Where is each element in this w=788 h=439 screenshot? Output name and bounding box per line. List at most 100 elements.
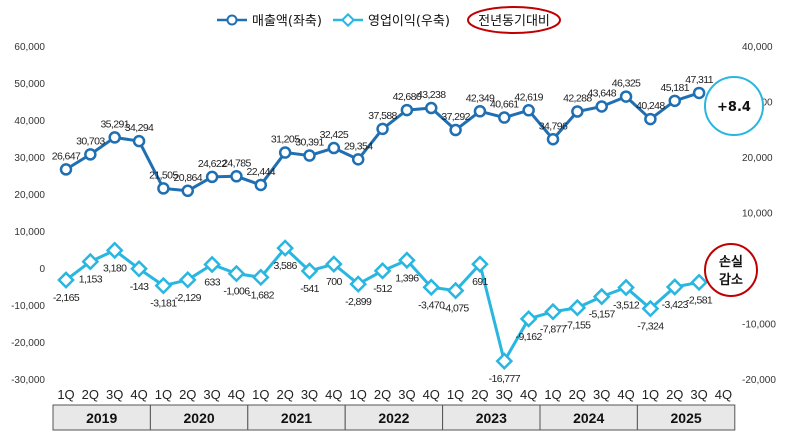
- legend-sales-marker: [226, 14, 238, 26]
- profit-point[interactable]: [568, 298, 587, 317]
- quarter-label: 3Q: [301, 387, 318, 402]
- profit-point[interactable]: [446, 281, 465, 300]
- right-axis-tick: 40,000: [742, 42, 773, 53]
- profit-point[interactable]: [300, 262, 319, 280]
- sales-point[interactable]: [132, 134, 146, 148]
- sales-point[interactable]: [619, 90, 633, 103]
- left-axis-tick: 0: [39, 264, 45, 275]
- profit-point[interactable]: [349, 275, 368, 293]
- legend-item-profit[interactable]: 영업이익(우축): [333, 12, 450, 29]
- sales-point[interactable]: [571, 105, 584, 118]
- sales-point[interactable]: [473, 105, 487, 118]
- profit-data-label: -1,682: [248, 289, 275, 301]
- profit-point[interactable]: [325, 255, 343, 273]
- profit-point[interactable]: [373, 262, 392, 280]
- sales-data-label: 37,292: [441, 111, 470, 123]
- year-label: 2021: [281, 410, 312, 426]
- sales-yoy-annotation: +8.4: [704, 76, 764, 136]
- profit-point[interactable]: [105, 241, 124, 260]
- quarter-label: 1Q: [642, 387, 659, 402]
- sales-point[interactable]: [84, 148, 97, 161]
- sales-point[interactable]: [205, 170, 219, 184]
- year-label: 2024: [573, 410, 604, 426]
- profit-point[interactable]: [227, 264, 246, 283]
- sales-point[interactable]: [376, 122, 389, 136]
- sales-data-label: 34,294: [125, 122, 154, 134]
- profit-point[interactable]: [178, 270, 197, 289]
- sales-data-label: 29,354: [344, 140, 373, 152]
- quarter-label: 3Q: [398, 387, 415, 402]
- profit-point[interactable]: [130, 259, 148, 278]
- profit-point[interactable]: [276, 239, 294, 257]
- sales-data-label: 45,181: [660, 82, 689, 94]
- profit-point[interactable]: [57, 271, 75, 289]
- profit-data-label: 1,153: [79, 274, 103, 286]
- sales-point[interactable]: [425, 101, 438, 115]
- profit-point[interactable]: [641, 299, 660, 318]
- sales-point[interactable]: [644, 112, 657, 126]
- year-label: 2019: [86, 410, 117, 426]
- profit-data-label: 3,180: [103, 262, 127, 274]
- sales-point[interactable]: [546, 133, 560, 146]
- profit-data-label: -5,157: [589, 309, 616, 321]
- sales-data-label: 34,796: [539, 120, 568, 132]
- profit-point[interactable]: [544, 302, 562, 321]
- profit-point[interactable]: [519, 310, 538, 328]
- year-label: 2020: [184, 410, 215, 426]
- sales-data-label: 26,647: [52, 150, 81, 162]
- profit-point[interactable]: [203, 255, 221, 274]
- sales-point[interactable]: [108, 131, 121, 144]
- quarter-label: 3Q: [106, 387, 123, 402]
- sales-point[interactable]: [498, 111, 511, 124]
- legend-item-sales[interactable]: 매출액(좌축): [217, 14, 322, 29]
- sales-point[interactable]: [400, 103, 414, 117]
- year-cell: [52, 404, 151, 431]
- profit-point[interactable]: [154, 276, 173, 295]
- sales-data-label: 42,349: [466, 92, 495, 104]
- sales-point[interactable]: [449, 123, 462, 137]
- profit-point[interactable]: [422, 278, 441, 297]
- profit-data-label: 3,586: [274, 260, 298, 272]
- sales-data-label: 42,619: [514, 91, 543, 103]
- profit-point[interactable]: [251, 268, 270, 287]
- sales-point[interactable]: [692, 86, 706, 100]
- sales-point[interactable]: [181, 184, 194, 198]
- sales-point[interactable]: [278, 146, 292, 159]
- profit-point[interactable]: [495, 352, 514, 370]
- profit-point[interactable]: [592, 287, 611, 306]
- legend-sales-label: 매출액(좌축): [252, 14, 322, 29]
- profit-point[interactable]: [81, 252, 100, 271]
- sales-point[interactable]: [157, 182, 170, 195]
- profit-point[interactable]: [471, 255, 489, 274]
- profit-point[interactable]: [665, 278, 684, 296]
- sales-point[interactable]: [595, 100, 608, 113]
- left-axis-tick: -30,000: [11, 375, 45, 386]
- sales-point[interactable]: [327, 141, 341, 155]
- legend-profit-marker: [340, 12, 356, 28]
- sales-data-label: 24,622: [198, 158, 227, 170]
- profit-point[interactable]: [617, 278, 635, 297]
- sales-point[interactable]: [59, 163, 73, 176]
- legend: 매출액(좌축) 영업이익(우축) 전년동기대비: [217, 6, 561, 34]
- quarter-label: 3Q: [593, 387, 610, 402]
- year-cell: [636, 404, 736, 431]
- sales-point[interactable]: [254, 178, 268, 192]
- quarter-label: 4Q: [423, 387, 440, 402]
- sales-point[interactable]: [303, 149, 316, 162]
- sales-point[interactable]: [668, 94, 681, 108]
- right-axis-tick: -20,000: [742, 375, 776, 386]
- sales-point[interactable]: [522, 104, 535, 117]
- right-axis-tick: 10,000: [742, 209, 773, 220]
- sales-point[interactable]: [230, 170, 243, 183]
- profit-data-label: -512: [373, 283, 392, 295]
- quarter-label: 2Q: [276, 387, 293, 402]
- profit-point[interactable]: [690, 273, 708, 292]
- legend-item-yoy[interactable]: 전년동기대비: [467, 6, 561, 34]
- sales-point[interactable]: [351, 153, 365, 166]
- series-profit: -2,165 1,1533,180-143-3,181-2,129633-1,00…: [53, 239, 714, 385]
- quarter-label: 4Q: [617, 387, 634, 402]
- profit-data-label: 700: [326, 276, 342, 288]
- sales-data-label: 43,648: [587, 88, 616, 100]
- sales-data-label: 24,785: [222, 157, 251, 169]
- profit-point[interactable]: [398, 251, 416, 270]
